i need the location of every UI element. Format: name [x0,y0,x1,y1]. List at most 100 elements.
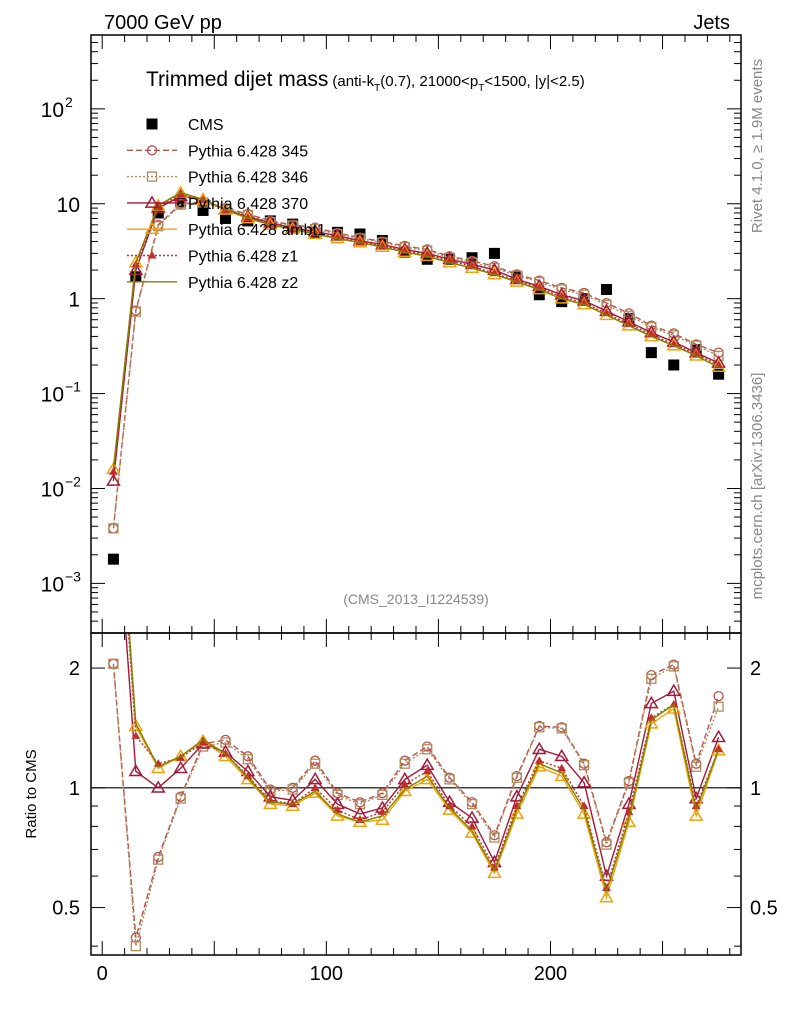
main-ytick-label: 10 [41,99,64,122]
point-ambt1-2 [150,760,166,774]
point-ambt1-15 [442,802,457,815]
point-CMS-25 [668,359,680,371]
title-detail-2: (0.7), 21000<p [380,73,478,90]
legend-marker-CMS [146,118,158,130]
point-p346-14 [422,744,433,755]
point-CMS-1 [130,271,142,283]
ratio-xtick-label: 200 [534,963,567,985]
point-p370-25 [666,683,682,697]
legend-label-CMS: CMS [188,117,224,134]
rivet-label: Rivet 4.1.0, ≥ 1.9M events [749,59,766,233]
ratio-ytick-label: 0.5 [52,898,80,920]
ratio-y-axis-label: Ratio to CMS [23,749,40,838]
ratio-ticks [91,633,741,955]
legend-label-p345: Pythia 6.428 345 [188,143,308,160]
ratio-tick-labels: 0.5 0.5 1 1 2 2 0 100 200 [52,658,778,985]
point-z1-0 [110,419,117,425]
header-right: Jets [693,12,730,34]
legend-entry-CMS: CMS [146,117,224,134]
legend-entry-p346: Pythia 6.428 346 [127,170,308,187]
point-z1-9 [310,783,320,791]
point-p346-27 [713,701,724,712]
point-p346-13 [399,758,410,769]
main-ytick-exponent: 2 [65,94,73,110]
main-ytick-exponent: −1 [65,379,81,395]
series-z2 [112,191,719,470]
point-z1-19 [534,756,544,764]
point-p370-3 [173,760,188,774]
point-p370-21 [576,775,592,788]
point-p346-18 [511,772,523,783]
point-CMS-22 [601,283,613,295]
point-ambt1-20 [554,768,570,782]
point-p370-2 [150,780,166,793]
title-detail-1: (anti-k [332,73,374,90]
point-p346-16 [466,798,478,810]
legend-entry-z1: Pythia 6.428 z1 [127,249,298,266]
legend-marker-p345 [146,145,158,156]
ratio-ytick-label: 1 [69,778,80,800]
main-series [106,185,726,565]
point-CMS-27 [713,368,725,380]
point-CMS-19 [533,289,545,301]
legend-label-ambt1: Pythia 6.428 ambt1 [188,222,326,239]
main-ytick-label: 1 [68,289,80,312]
point-p346-0 [108,658,119,669]
point-ambt1-17 [487,865,502,879]
series-ambt1 [128,633,726,903]
point-ambt1-22 [599,890,614,903]
legend-marker-z1 [147,251,157,259]
point-ambt1-23 [621,814,637,828]
series-z2 [128,633,720,894]
point-p346-6 [242,754,254,765]
point-ambt1-27 [711,743,726,756]
point-p346-21 [578,760,590,771]
title-detail-3: <1500, |y|<2.5) [484,73,584,90]
point-z1-20 [557,763,567,772]
point-z1-13 [400,779,410,788]
point-ambt1-12 [375,812,390,825]
point-ambt1-26 [688,808,704,821]
point-p346-15 [444,774,455,785]
point-p346-3 [175,793,186,804]
point-CMS-17 [488,247,500,259]
point-p370-1 [128,262,144,276]
point-ambt1-24 [644,716,659,729]
point-ambt1-18 [509,806,525,819]
point-CMS-0 [107,553,119,565]
point-p346-22 [601,839,612,850]
legend-label-p346: Pythia 6.428 346 [188,170,308,187]
legend-label-p370: Pythia 6.428 370 [188,196,308,213]
point-z1-14 [422,766,432,775]
point-CMS-5 [219,212,231,224]
point-CMS-14 [421,253,433,265]
legend-marker-p346 [146,171,158,182]
point-p346-25 [668,661,679,672]
title-detail-sub-1: T [374,83,380,94]
point-z1-10 [333,805,342,813]
header-left: 7000 GeV pp [104,12,222,34]
point-p345-13 [399,755,410,766]
analysis-watermark: (CMS_2013_I1224539) [343,591,489,607]
point-p370-12 [375,237,390,250]
legend-entry-p345: Pythia 6.428 345 [127,143,308,160]
point-ambt1-25 [666,701,682,714]
point-p346-17 [489,832,500,843]
series-p370 [125,633,726,882]
ratio-ytick-label-right: 0.5 [750,898,778,920]
legend-entry-z2: Pythia 6.428 z2 [127,275,298,292]
point-p370-19 [531,741,547,755]
point-p370-18 [509,789,525,802]
ratio-xtick-label: 100 [310,963,343,985]
legend: CMS Pythia 6.428 345 Pythia 6.428 346 Pythi… [127,117,326,292]
point-p346-26 [691,761,702,772]
legend-entry-p370: Pythia 6.428 370 [127,195,308,213]
point-p346-0 [108,523,119,534]
line-z2 [112,191,719,470]
point-p370-11 [352,233,368,246]
ratio-ytick-label: 2 [69,658,80,680]
legend-label-z1: Pythia 6.428 z1 [188,249,298,266]
